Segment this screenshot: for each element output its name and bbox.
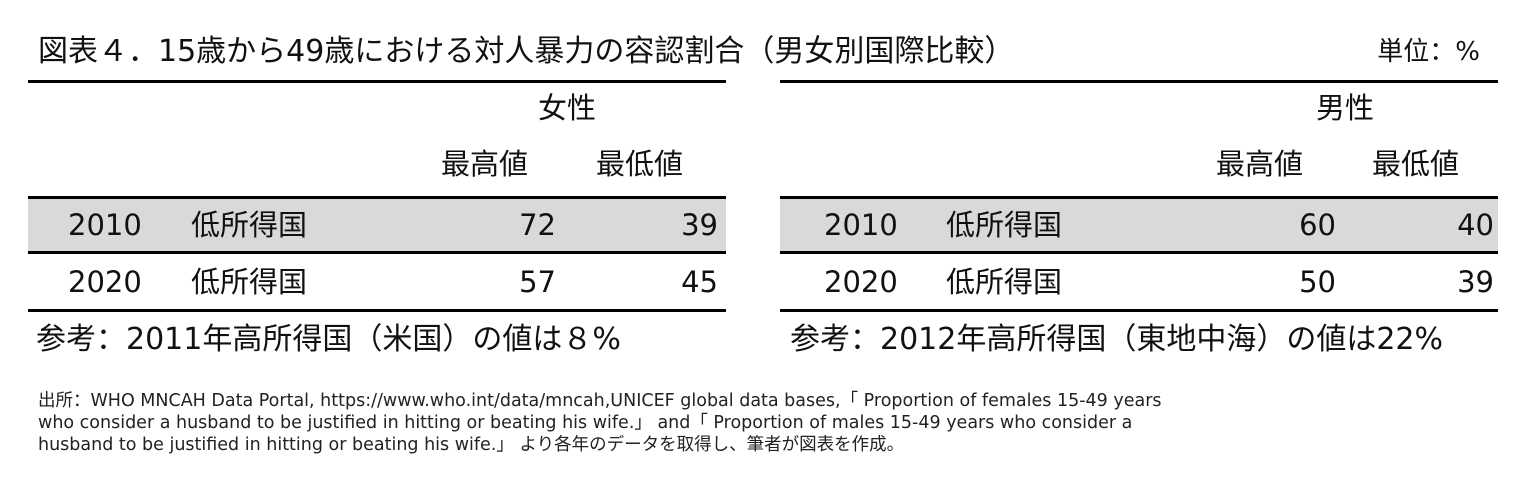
male-row1-year: 2010 bbox=[824, 208, 898, 242]
male-row2-low: 39 bbox=[1457, 265, 1494, 299]
male-table: 男性 最高値 最低値 2010 低所得国 60 40 2020 低所得国 50 … bbox=[780, 80, 1498, 312]
table-bottom-rule bbox=[780, 309, 1498, 312]
male-gender-header: 男性 bbox=[1316, 91, 1375, 125]
female-row2-high: 57 bbox=[519, 265, 556, 299]
male-row1-low: 40 bbox=[1457, 208, 1494, 242]
male-col-low-header: 最低値 bbox=[1372, 147, 1460, 181]
row-divider bbox=[28, 251, 726, 254]
source-line: 出所：WHO MNCAH Data Portal, https://www.wh… bbox=[38, 391, 1162, 411]
figure-title: 図表４．15歳から49歳における対人暴力の容認割合（男女別国際比較） bbox=[38, 34, 1015, 69]
male-row1-high: 60 bbox=[1299, 208, 1336, 242]
female-row2-year: 2020 bbox=[68, 265, 142, 299]
female-row1-category: 低所得国 bbox=[191, 208, 308, 242]
row-2010-shading bbox=[28, 199, 726, 251]
female-row2-low: 45 bbox=[681, 265, 718, 299]
male-row2-year: 2020 bbox=[824, 265, 898, 299]
female-row1-high: 72 bbox=[519, 208, 556, 242]
female-col-high-header: 最高値 bbox=[441, 147, 529, 181]
female-reference-note: 参考：2011年高所得国（米国）の値は８% bbox=[36, 322, 621, 357]
header-bottom-rule bbox=[780, 196, 1498, 199]
female-row1-low: 39 bbox=[681, 208, 718, 242]
source-line: who consider a husband to be justified i… bbox=[38, 413, 1133, 433]
table-top-rule bbox=[780, 80, 1498, 83]
female-table: 女性 最高値 最低値 2010 低所得国 72 39 2020 低所得国 57 … bbox=[28, 80, 726, 312]
male-row1-category: 低所得国 bbox=[946, 208, 1063, 242]
male-reference-note: 参考：2012年高所得国（東地中海）の値は22% bbox=[790, 322, 1444, 357]
table-bottom-rule bbox=[28, 309, 726, 312]
source-note: 出所：WHO MNCAH Data Portal, https://www.wh… bbox=[38, 390, 1498, 456]
source-line: husband to be justified in hitting or be… bbox=[38, 435, 905, 455]
female-col-low-header: 最低値 bbox=[596, 147, 684, 181]
row-divider bbox=[780, 251, 1498, 254]
table-top-rule bbox=[28, 80, 726, 83]
header-bottom-rule bbox=[28, 196, 726, 199]
male-row2-high: 50 bbox=[1299, 265, 1336, 299]
unit-label: 単位：% bbox=[1377, 37, 1480, 67]
female-row1-year: 2010 bbox=[68, 208, 142, 242]
male-col-high-header: 最高値 bbox=[1216, 147, 1304, 181]
female-gender-header: 女性 bbox=[538, 91, 597, 125]
male-row2-category: 低所得国 bbox=[946, 265, 1063, 299]
female-row2-category: 低所得国 bbox=[191, 265, 308, 299]
row-2010-shading bbox=[780, 199, 1498, 251]
